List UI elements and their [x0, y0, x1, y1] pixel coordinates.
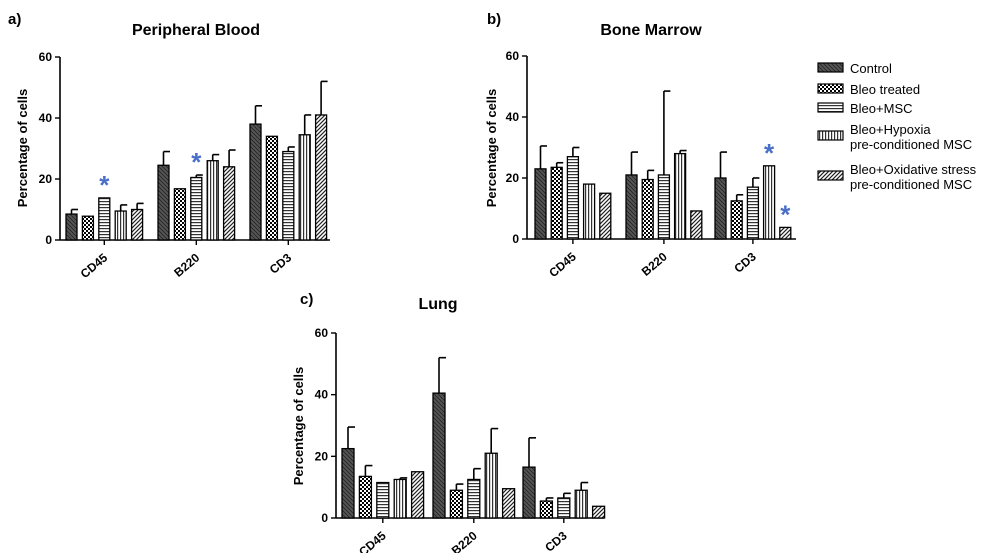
bar-bone-marrow-b220-bleo-treated: [641, 178, 654, 240]
bar-peripheral-blood-cd45-bleo-hypoxia-pre-conditioned-msc: [114, 210, 127, 241]
y-tick-label: 40: [315, 388, 329, 402]
y-tick-label: 0: [321, 511, 328, 525]
panel-letter: c): [300, 291, 313, 308]
bar-bone-marrow-b220-bleo-oxidative-stress-pre-conditioned-msc: [690, 210, 703, 240]
legend-label-line2: pre-conditioned MSC: [850, 177, 972, 192]
x-tick-label-cd3: CD3: [267, 250, 295, 276]
legend-label-bleo-hypoxia: Bleo+Hypoxia: [850, 122, 931, 137]
y-tick-label: 60: [506, 49, 520, 63]
x-tick-label-cd45: CD45: [356, 528, 389, 553]
bar-lung-cd45-bleo-hypoxia-pre-conditioned-msc: [393, 478, 407, 519]
x-tick-label-cd3: CD3: [731, 249, 759, 275]
bar-peripheral-blood-b220-bleo-msc: [190, 176, 203, 241]
bar-bone-marrow-cd45-bleo-hypoxia-pre-conditioned-msc: [582, 183, 596, 240]
bar-peripheral-blood-b220-bleo-oxidative-stress-pre-conditioned-msc: [222, 166, 236, 241]
bar-lung-b220-bleo-oxidative-stress-pre-conditioned-msc: [501, 488, 516, 519]
bar-peripheral-blood-cd3-bleo-treated: [265, 135, 279, 241]
panel-letter: a): [8, 11, 21, 28]
bar-bone-marrow-cd3-bleo-oxidative-stress-pre-conditioned-msc: [779, 226, 792, 240]
x-tick-label-b220: B220: [171, 250, 202, 279]
y-tick-label: 20: [315, 449, 329, 463]
chart-title: Peripheral Blood: [132, 22, 260, 39]
bar-bone-marrow-cd3-bleo-treated: [730, 200, 743, 240]
bar-lung-cd3-bleo-msc: [557, 497, 571, 519]
bar-peripheral-blood-cd3-bleo-msc: [282, 150, 295, 241]
chart-panel-bone-marrow: b) Bone Marrow Percentage of cells 0 20 40 60 C…: [484, 11, 796, 280]
bar-peripheral-blood-cd3-bleo-hypoxia-pre-conditioned-msc: [298, 134, 311, 241]
chart-title: Lung: [418, 296, 457, 313]
bar-bone-marrow-cd3-bleo-hypoxia-pre-conditioned-msc: [762, 165, 776, 240]
chart-panel-lung: c) Lung Percentage of cells 0 20 40 60 CD45 B220…: [291, 291, 606, 553]
bar-peripheral-blood-cd3-control: [249, 123, 262, 241]
legend-label-bleo-msc: Bleo+MSC: [850, 101, 913, 116]
bar-peripheral-blood-b220-bleo-treated: [173, 188, 187, 241]
bar-peripheral-blood-cd45-bleo-oxidative-stress-pre-conditioned-msc: [130, 208, 144, 241]
chart-panel-peripheral-blood: a) Peripheral Blood Percentage of cells 0 20…: [8, 11, 330, 281]
y-tick-label: 0: [512, 232, 519, 246]
significance-star: *: [764, 138, 775, 168]
y-tick-label: 40: [39, 111, 53, 125]
bar-lung-cd3-bleo-hypoxia-pre-conditioned-msc: [574, 489, 588, 519]
legend-label-control: Control: [850, 61, 892, 76]
bar-peripheral-blood-b220-control: [157, 164, 170, 241]
bar-bone-marrow-cd45-bleo-oxidative-stress-pre-conditioned-msc: [599, 192, 612, 240]
legend-swatch-bleo-treated: [817, 83, 844, 94]
significance-star: *: [99, 170, 110, 200]
significance-star: *: [191, 147, 202, 177]
bar-bone-marrow-b220-bleo-msc: [657, 174, 671, 240]
panel-letter: b): [487, 11, 501, 28]
bar-bone-marrow-b220-bleo-hypoxia-pre-conditioned-msc: [673, 152, 687, 240]
x-tick-label-cd3: CD3: [542, 528, 570, 553]
bar-lung-cd45-control: [341, 447, 355, 519]
bar-bone-marrow-b220-control: [625, 174, 638, 240]
legend-label-bleo-oxidative-stress: Bleo+Oxidative stress: [850, 162, 977, 177]
significance-star: *: [780, 199, 791, 229]
legend-label-line2: pre-conditioned MSC: [850, 137, 972, 152]
legend-swatch-bleo-oxidative-stress: [817, 170, 844, 181]
y-tick-label: 60: [39, 50, 53, 64]
y-axis-label: Percentage of cells: [291, 367, 306, 486]
y-tick-label: 0: [45, 233, 52, 247]
y-tick-label: 60: [315, 326, 329, 340]
y-axis-label: Percentage of cells: [15, 89, 30, 208]
bar-bone-marrow-cd45-bleo-treated: [550, 166, 563, 240]
bar-lung-cd45-bleo-treated: [358, 475, 373, 519]
y-tick-label: 20: [506, 171, 520, 185]
bar-bone-marrow-cd3-bleo-msc: [746, 186, 760, 240]
y-axis-label: Percentage of cells: [484, 89, 499, 208]
legend-label-bleo-treated: Bleo treated: [850, 82, 920, 97]
bar-lung-b220-bleo-hypoxia-pre-conditioned-msc: [484, 452, 498, 519]
legend-swatch-bleo-msc: [817, 102, 844, 113]
bar-lung-cd3-control: [522, 466, 536, 519]
chart-title: Bone Marrow: [600, 22, 702, 39]
legend-swatch-control: [817, 62, 844, 73]
x-tick-label-cd45: CD45: [78, 250, 111, 281]
bar-peripheral-blood-cd3-bleo-oxidative-stress-pre-conditioned-msc: [314, 114, 328, 241]
bar-peripheral-blood-b220-bleo-hypoxia-pre-conditioned-msc: [206, 160, 219, 241]
bar-peripheral-blood-cd45-bleo-treated: [81, 215, 95, 241]
bar-lung-cd3-bleo-treated: [539, 500, 554, 519]
bar-lung-b220-bleo-treated: [449, 489, 464, 519]
bar-peripheral-blood-cd45-bleo-msc: [98, 197, 111, 241]
x-tick-label-b220: B220: [449, 528, 480, 553]
bar-bone-marrow-cd3-control: [714, 177, 727, 240]
x-tick-label-b220: B220: [639, 249, 670, 278]
bar-lung-b220-bleo-msc: [467, 478, 481, 519]
bar-bone-marrow-cd45-bleo-msc: [566, 155, 580, 240]
y-tick-label: 40: [506, 110, 520, 124]
y-tick-label: 20: [39, 172, 53, 186]
x-tick-label-cd45: CD45: [546, 249, 579, 280]
bar-lung-cd45-bleo-oxidative-stress-pre-conditioned-msc: [410, 471, 425, 519]
legend-swatch-bleo-hypoxia: [817, 130, 844, 141]
bar-lung-cd45-bleo-msc: [376, 481, 390, 519]
bar-peripheral-blood-cd45-control: [65, 213, 78, 241]
bar-lung-b220-control: [432, 392, 446, 519]
bar-lung-cd3-bleo-oxidative-stress-pre-conditioned-msc: [591, 505, 606, 519]
bar-bone-marrow-cd45-control: [534, 168, 547, 240]
